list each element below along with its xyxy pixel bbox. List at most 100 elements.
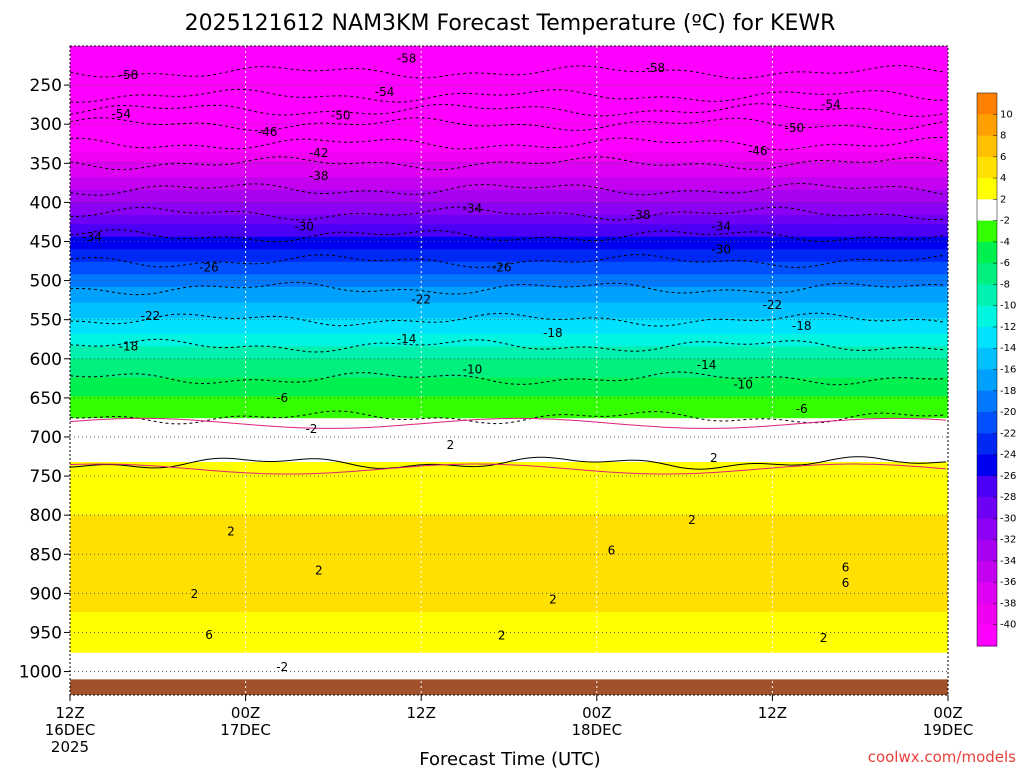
temperature-band — [70, 49, 948, 53]
colorbar-swatch — [977, 539, 997, 562]
temperature-band — [70, 487, 948, 491]
temperature-band — [70, 377, 948, 382]
contour-label: -22 — [141, 309, 161, 323]
temperature-band — [70, 102, 948, 107]
temperature-band — [70, 649, 948, 654]
temperature-band — [70, 108, 948, 113]
contour-label: -54 — [111, 107, 131, 121]
temperature-band — [70, 583, 948, 588]
temperature-band — [70, 630, 948, 635]
y-tick-label: 550 — [30, 311, 62, 331]
temperature-band — [70, 286, 948, 291]
temperature-band — [70, 646, 948, 651]
temperature-band — [70, 415, 948, 419]
contour-line — [70, 88, 946, 103]
colorbar-tick-label: -6 — [1000, 258, 1010, 269]
temperature-band — [70, 58, 948, 63]
contour-label: 2 — [710, 451, 718, 465]
temperature-band — [70, 634, 948, 638]
contour-label: -34 — [82, 230, 102, 244]
y-tick-label: 850 — [30, 545, 62, 565]
temperature-band — [70, 167, 948, 172]
temperature-band — [70, 518, 948, 523]
temperature-band — [70, 380, 948, 385]
temperature-band — [70, 302, 948, 307]
y-axis: 250 300 350 400 450 500 550 600 650 700 750 800 850 9… — [19, 76, 70, 683]
temperature-band — [70, 277, 948, 282]
colorbar-swatch — [977, 178, 997, 200]
colorbar-tick-label: -2 — [1000, 216, 1010, 227]
colorbar-tick-label: -4 — [1000, 237, 1010, 248]
temperature-band — [70, 596, 948, 601]
temperature-band — [70, 577, 948, 582]
temperature-band — [70, 505, 948, 510]
contour-label: -18 — [119, 339, 139, 353]
temperature-band — [70, 574, 948, 579]
temperature-band — [70, 552, 948, 557]
temperature-band — [70, 671, 948, 676]
colorbar-tick-label: 6 — [1000, 152, 1006, 163]
temperature-band — [70, 96, 948, 100]
temperature-band — [70, 474, 948, 479]
colorbar-swatch — [977, 220, 997, 243]
temperature-band — [70, 440, 948, 444]
temperature-band — [70, 515, 948, 519]
temperature-band — [70, 508, 948, 513]
x-tick-label: 2025 — [51, 738, 89, 756]
colorbar-swatch — [977, 348, 997, 370]
temperature-band — [70, 496, 948, 501]
temperature-band — [70, 408, 948, 413]
contour-line — [70, 117, 947, 132]
colorbar-tick-label: -12 — [1000, 322, 1016, 333]
temperature-band — [70, 264, 948, 269]
colorbar-tick-label: -32 — [1000, 535, 1016, 546]
contour-label: -46 — [258, 125, 278, 139]
temperature-band — [70, 180, 948, 185]
temperature-band — [70, 311, 948, 316]
temperature-band — [70, 280, 948, 285]
contour-label: -2 — [305, 422, 317, 436]
colorbar-tick-label: -16 — [1000, 365, 1016, 376]
contour-label: -30 — [294, 220, 314, 234]
temperature-band — [70, 571, 948, 576]
temperature-band — [70, 587, 948, 591]
temperature-band — [70, 214, 948, 219]
temperature-band — [70, 155, 948, 160]
colorbar-swatch — [977, 326, 997, 349]
temperature-band — [70, 668, 948, 673]
contour-label: -46 — [748, 144, 768, 158]
temperature-band — [70, 149, 948, 153]
temperature-band — [70, 458, 948, 463]
colorbar-swatch — [977, 390, 997, 413]
temperature-band — [70, 202, 948, 207]
contour-label: -38 — [309, 169, 329, 183]
temperature-band — [70, 468, 948, 472]
temperature-band — [70, 358, 948, 363]
temperature-band — [70, 130, 948, 135]
temperature-band — [70, 142, 948, 147]
temperature-band — [70, 296, 948, 300]
temperature-band — [70, 371, 948, 376]
temperature-band — [70, 662, 948, 666]
temperature-band — [70, 558, 948, 563]
temperature-band — [70, 274, 948, 279]
temperature-band — [70, 524, 948, 529]
contour-label: 2 — [447, 438, 455, 452]
temperature-band — [70, 386, 948, 391]
colorbar-swatch — [977, 624, 997, 647]
colorbar-swatch — [977, 199, 997, 222]
x-tick-label: 12Z — [407, 704, 436, 722]
temperature-band — [70, 659, 948, 663]
temperature-band — [70, 227, 948, 232]
temperature-band — [70, 546, 948, 551]
temperature-band — [70, 590, 948, 594]
contour-label: 6 — [205, 628, 213, 642]
contour-label: -34 — [463, 202, 483, 216]
temperature-band — [70, 346, 948, 350]
y-tick-label: 650 — [30, 389, 62, 409]
temperature-band — [70, 402, 948, 407]
temperature-band — [70, 393, 948, 397]
contour-label: 2 — [227, 525, 235, 539]
colorbar-tick-label: -20 — [1000, 407, 1016, 418]
